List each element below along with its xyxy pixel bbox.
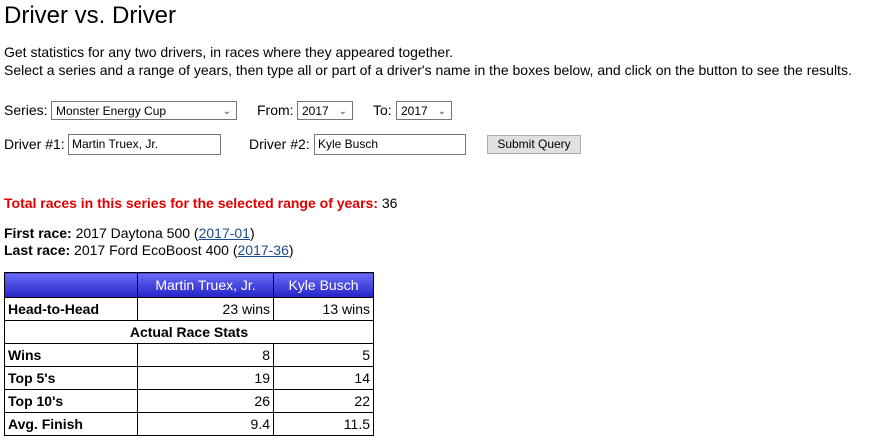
submit-button[interactable]: Submit Query bbox=[487, 135, 581, 154]
table-row: Avg. Finish 9.4 11.5 bbox=[4, 412, 374, 436]
first-race-link[interactable]: 2017-01 bbox=[198, 225, 250, 241]
total-races-label: Total races in this series for the selec… bbox=[4, 195, 378, 211]
cell: 19 bbox=[137, 366, 274, 390]
first-race-label: First race: bbox=[4, 225, 72, 241]
from-select[interactable]: 2017 ⌄ bbox=[297, 101, 353, 120]
row-label: Top 5's bbox=[4, 366, 138, 390]
section-row: Actual Race Stats bbox=[4, 320, 374, 344]
from-label: From: bbox=[257, 102, 294, 118]
driver1-input[interactable]: Martin Truex, Jr. bbox=[68, 134, 221, 155]
intro-line-1: Get statistics for any two drivers, in r… bbox=[4, 44, 453, 60]
driver2-label: Driver #2: bbox=[249, 136, 310, 152]
first-race-name: 2017 Daytona 500 bbox=[75, 225, 191, 241]
from-value: 2017 bbox=[302, 104, 329, 118]
header-blank bbox=[4, 272, 138, 298]
cell: 9.4 bbox=[137, 412, 274, 436]
table-header-row: Martin Truex, Jr. Kyle Busch bbox=[4, 272, 374, 298]
row-label: Head-to-Head bbox=[4, 297, 138, 321]
cell: 8 bbox=[137, 343, 274, 367]
header-driver1: Martin Truex, Jr. bbox=[137, 272, 274, 298]
table-row: Top 10's 26 22 bbox=[4, 389, 374, 413]
series-value: Monster Energy Cup bbox=[56, 104, 167, 118]
to-label: To: bbox=[373, 102, 392, 118]
to-select[interactable]: 2017 ⌄ bbox=[396, 101, 452, 120]
cell: 11.5 bbox=[273, 412, 374, 436]
table-row: Top 5's 19 14 bbox=[4, 366, 374, 390]
last-race-link[interactable]: 2017-36 bbox=[237, 242, 289, 258]
chevron-down-icon: ⌄ bbox=[222, 106, 231, 117]
chevron-down-icon: ⌄ bbox=[437, 106, 446, 117]
stats-table: Martin Truex, Jr. Kyle Busch Head-to-Head… bbox=[4, 272, 374, 436]
to-value: 2017 bbox=[401, 104, 428, 118]
chevron-down-icon: ⌄ bbox=[338, 106, 347, 117]
cell: 26 bbox=[137, 389, 274, 413]
last-race-name: 2017 Ford EcoBoost 400 bbox=[74, 242, 229, 258]
header-driver2: Kyle Busch bbox=[273, 272, 374, 298]
cell: 23 wins bbox=[137, 297, 274, 321]
last-race-label: Last race: bbox=[4, 242, 71, 258]
page-title: Driver vs. Driver bbox=[4, 2, 176, 29]
cell: 13 wins bbox=[273, 297, 374, 321]
driver2-input[interactable]: Kyle Busch bbox=[314, 134, 466, 155]
total-races-value: 36 bbox=[381, 195, 398, 211]
series-label: Series: bbox=[4, 102, 48, 118]
row-label: Avg. Finish bbox=[4, 412, 138, 436]
table-row: Wins 8 5 bbox=[4, 343, 374, 367]
row-label: Top 10's bbox=[4, 389, 138, 413]
section-title: Actual Race Stats bbox=[4, 320, 374, 344]
cell: 22 bbox=[273, 389, 374, 413]
intro-line-2: Select a series and a range of years, th… bbox=[4, 62, 852, 78]
series-select[interactable]: Monster Energy Cup ⌄ bbox=[51, 101, 237, 120]
cell: 5 bbox=[273, 343, 374, 367]
driver1-label: Driver #1: bbox=[4, 136, 65, 152]
table-row: Head-to-Head 23 wins 13 wins bbox=[4, 297, 374, 321]
row-label: Wins bbox=[4, 343, 138, 367]
cell: 14 bbox=[273, 366, 374, 390]
